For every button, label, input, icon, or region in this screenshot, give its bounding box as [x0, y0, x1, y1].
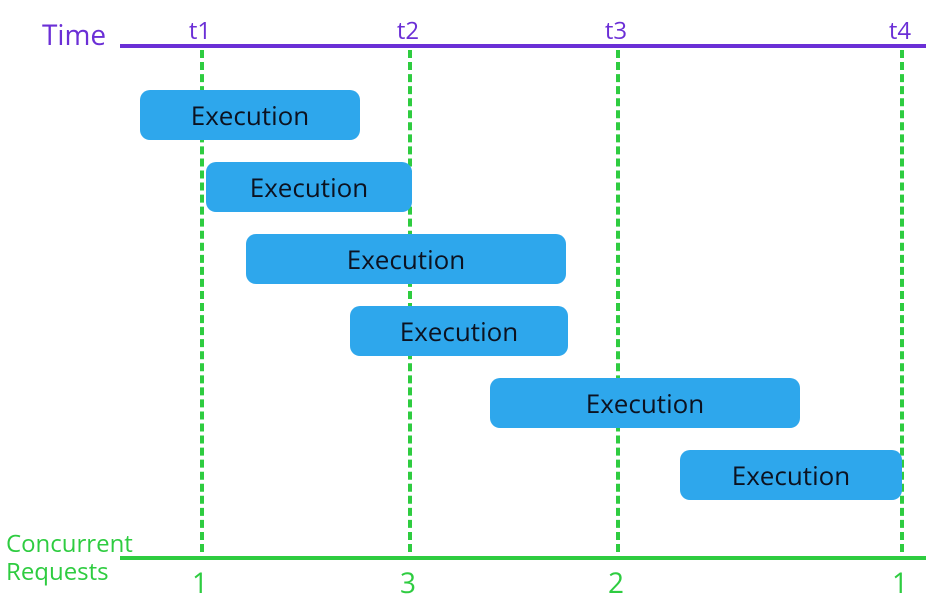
- execution-bar: Execution: [140, 90, 360, 140]
- execution-bar: Execution: [490, 378, 800, 428]
- execution-bar-label: Execution: [732, 457, 850, 493]
- time-tick-label: t2: [397, 14, 419, 47]
- execution-bar: Execution: [350, 306, 568, 356]
- concurrent-count: 1: [892, 564, 908, 602]
- execution-bar-label: Execution: [347, 241, 465, 277]
- execution-bar: Execution: [680, 450, 902, 500]
- execution-bar-label: Execution: [250, 169, 368, 205]
- execution-bar-label: Execution: [586, 385, 704, 421]
- time-tick-label: t4: [889, 14, 911, 47]
- grid-vline: [616, 50, 620, 552]
- concurrent-axis-line: [120, 556, 926, 560]
- execution-bar-label: Execution: [191, 97, 309, 133]
- concurrent-count: 3: [400, 564, 416, 602]
- diagram-stage: Time Concurrent Requests t1 t2 t3 t4 Executi…: [0, 0, 936, 614]
- execution-bar-label: Execution: [400, 313, 518, 349]
- time-tick-label: t1: [189, 14, 211, 47]
- time-tick-label: t3: [605, 14, 627, 47]
- execution-bar: Execution: [246, 234, 566, 284]
- execution-bar: Execution: [206, 162, 412, 212]
- grid-vline: [408, 50, 412, 552]
- concurrent-count: 1: [192, 564, 208, 602]
- concurrent-count: 2: [608, 564, 624, 602]
- time-axis-line: [120, 44, 926, 48]
- concurrent-axis-title: Concurrent Requests: [6, 530, 133, 585]
- time-axis-title: Time: [42, 16, 106, 54]
- concurrent-axis-title-line2: Requests: [6, 555, 109, 588]
